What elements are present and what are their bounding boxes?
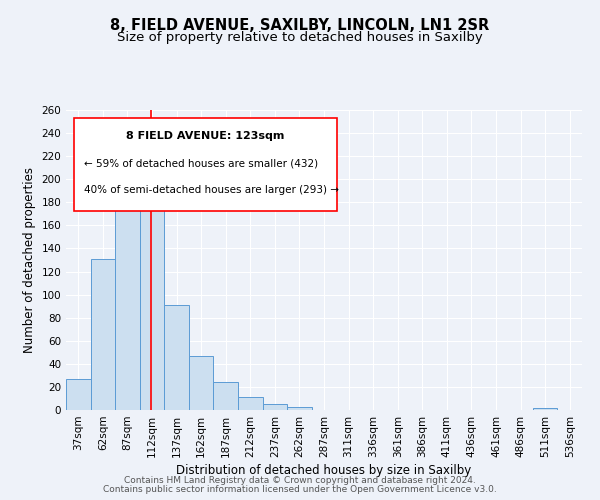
Text: 8 FIELD AVENUE: 123sqm: 8 FIELD AVENUE: 123sqm [126, 131, 284, 141]
Text: ← 59% of detached houses are smaller (432): ← 59% of detached houses are smaller (43… [84, 158, 318, 168]
Bar [533, 408, 557, 410]
FancyBboxPatch shape [74, 118, 337, 210]
Bar [238, 398, 263, 410]
Bar [164, 305, 189, 410]
X-axis label: Distribution of detached houses by size in Saxilby: Distribution of detached houses by size … [176, 464, 472, 477]
Bar [287, 406, 312, 410]
Bar [140, 192, 164, 410]
Text: 8, FIELD AVENUE, SAXILBY, LINCOLN, LN1 2SR: 8, FIELD AVENUE, SAXILBY, LINCOLN, LN1 2… [110, 18, 490, 32]
Bar [115, 166, 140, 410]
Bar [263, 404, 287, 410]
Bar [91, 259, 115, 410]
Text: Contains HM Land Registry data © Crown copyright and database right 2024.: Contains HM Land Registry data © Crown c… [124, 476, 476, 485]
Bar [189, 356, 214, 410]
Bar [66, 379, 91, 410]
Text: 40% of semi-detached houses are larger (293) →: 40% of semi-detached houses are larger (… [84, 185, 339, 195]
Bar [214, 382, 238, 410]
Y-axis label: Number of detached properties: Number of detached properties [23, 167, 36, 353]
Text: Size of property relative to detached houses in Saxilby: Size of property relative to detached ho… [117, 31, 483, 44]
Text: Contains public sector information licensed under the Open Government Licence v3: Contains public sector information licen… [103, 485, 497, 494]
